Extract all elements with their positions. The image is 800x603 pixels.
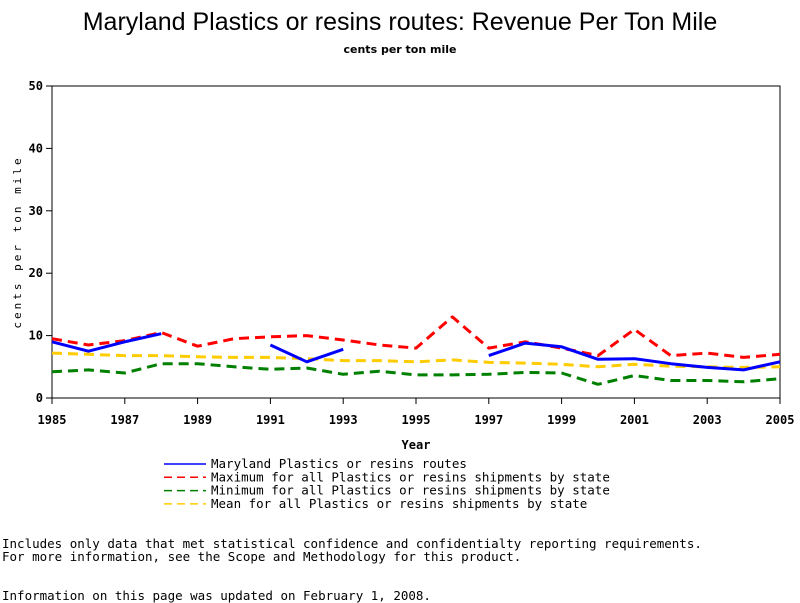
series-line-1 <box>51 315 781 359</box>
y-axis: 0 10 20 30 40 50 <box>29 79 52 405</box>
x-tick-label: 2003 <box>693 413 722 427</box>
series-line-0 <box>51 332 162 353</box>
note-confidence: Includes only data that met statistical … <box>2 536 702 551</box>
series-lines <box>51 315 781 386</box>
note-methodology: For more information, see the Scope and … <box>2 549 522 564</box>
y-tick-label: 20 <box>29 266 43 280</box>
legend-entry: Maximum for all Plastics or resins shipm… <box>211 469 610 484</box>
chart-subtitle: cents per ton mile <box>344 43 457 56</box>
y-tick-label: 10 <box>29 329 43 343</box>
legend: Maryland Plastics or resins routesMaximu… <box>164 456 610 511</box>
x-tick-label: 1991 <box>256 413 285 427</box>
x-axis: 1985 1987 1989 1991 1993 1995 1997 1999 2001 2003… <box>38 398 795 427</box>
x-tick-label: 1987 <box>110 413 139 427</box>
series-line-2 <box>51 362 781 386</box>
x-axis-label: Year <box>402 438 431 452</box>
x-tick-label: 1997 <box>474 413 503 427</box>
legend-entry: Maryland Plastics or resins routes <box>211 456 467 471</box>
series-line-0 <box>269 343 344 364</box>
y-axis-label: cents per ton mile <box>11 155 24 328</box>
chart-title: Maryland Plastics or resins routes: Reve… <box>83 8 718 36</box>
y-tick-label: 0 <box>36 391 43 405</box>
x-tick-label: 1989 <box>183 413 212 427</box>
x-tick-label: 2005 <box>766 413 795 427</box>
plot-area <box>51 85 781 399</box>
x-tick-label: 2001 <box>620 413 649 427</box>
series-line-3 <box>51 351 781 369</box>
x-tick-label: 1995 <box>402 413 431 427</box>
note-updated: Information on this page was updated on … <box>2 588 431 603</box>
y-tick-label: 30 <box>29 204 43 218</box>
series-line-0 <box>488 341 781 372</box>
x-tick-label: 1985 <box>38 413 67 427</box>
y-tick-label: 50 <box>29 79 43 93</box>
legend-entry: Mean for all Plastics or resins shipment… <box>211 496 587 511</box>
y-tick-label: 40 <box>29 141 43 155</box>
legend-entry: Minimum for all Plastics or resins shipm… <box>211 483 610 498</box>
x-tick-label: 1993 <box>329 413 358 427</box>
x-tick-label: 1999 <box>547 413 576 427</box>
